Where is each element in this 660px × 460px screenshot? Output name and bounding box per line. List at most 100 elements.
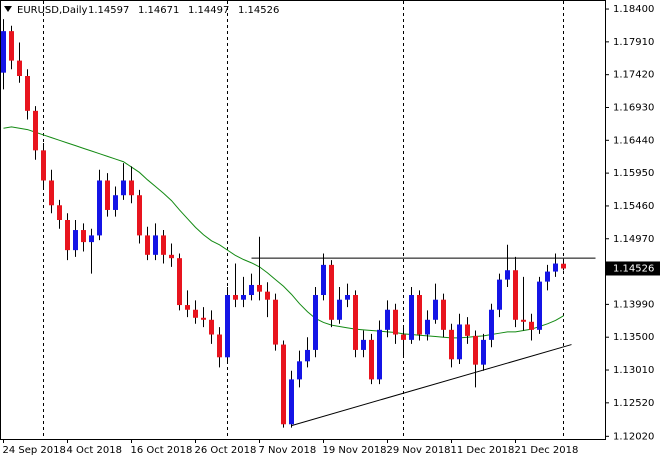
y-tick-label: 1.16440: [613, 135, 654, 146]
header-open: 1.14597: [88, 5, 129, 16]
header-low: 1.14497: [188, 5, 229, 16]
candle-body: [25, 76, 30, 111]
header-high: 1.14671: [138, 5, 179, 16]
candle-body: [337, 299, 342, 320]
candle-body: [409, 295, 414, 340]
candle-body: [169, 254, 174, 259]
candle-body: [41, 150, 46, 181]
symbol-title: EURUSD,Daily: [17, 5, 88, 16]
candle-body: [121, 180, 126, 196]
y-tick-label: 1.12020: [613, 431, 654, 442]
candle-body: [201, 317, 206, 320]
candle-body: [217, 334, 222, 358]
x-tick-label: 16 Oct 2018: [131, 445, 193, 456]
candle-body: [129, 180, 134, 196]
candle-body: [177, 258, 182, 306]
candle-body: [9, 31, 14, 61]
collapse-icon[interactable]: [4, 6, 12, 12]
candle-body: [449, 329, 454, 360]
candle-body: [265, 291, 270, 300]
x-tick-label: 11 Dec 2018: [451, 445, 515, 456]
candle-body: [473, 335, 478, 365]
candle-body: [57, 205, 62, 220]
candle-body: [249, 284, 254, 296]
candle-body: [281, 344, 286, 425]
y-tick-label: 1.15460: [613, 201, 654, 212]
x-tick-label: 7 Nov 2018: [259, 445, 317, 456]
candle-body: [1, 31, 6, 73]
candle-body: [553, 263, 558, 272]
y-tick-label: 1.12520: [613, 398, 654, 409]
candle-body: [417, 295, 422, 335]
candle-body: [329, 264, 334, 320]
candle-body: [313, 295, 318, 350]
plot-frame: [0, 0, 606, 440]
candle-body: [289, 379, 294, 425]
candle-body: [521, 319, 526, 322]
candle-body: [161, 235, 166, 255]
moving-average: [3, 126, 564, 339]
candle-body: [241, 295, 246, 300]
candle-body: [505, 270, 510, 280]
candle-body: [561, 263, 566, 269]
candle-body: [89, 235, 94, 243]
y-tick-label: 1.16930: [613, 102, 654, 113]
x-tick-label: 24 Sep 2018: [3, 445, 66, 456]
y-tick-label: 1.13010: [613, 365, 654, 376]
candle-body: [153, 235, 158, 255]
x-tick-label: 26 Oct 2018: [195, 445, 257, 456]
y-tick-label: 1.17910: [613, 37, 654, 48]
y-tick-label: 1.14970: [613, 234, 654, 245]
candle-body: [17, 60, 22, 77]
candle-body: [273, 299, 278, 345]
candle-body: [49, 180, 54, 206]
candle-body: [193, 309, 198, 318]
candle-body: [305, 349, 310, 362]
candle-body: [425, 319, 430, 335]
candle-body: [73, 230, 78, 251]
current-price-box: [606, 261, 660, 276]
trend-line: [291, 344, 572, 427]
candle-body: [497, 279, 502, 310]
candle-body: [353, 295, 358, 350]
y-tick-label: 1.13500: [613, 332, 654, 343]
y-tick-label: 1.13990: [613, 299, 654, 310]
candle-body: [537, 281, 542, 330]
candle-body: [33, 110, 38, 151]
period-separators: [43, 1, 564, 439]
candle-body: [513, 270, 518, 320]
candle-body: [97, 180, 102, 236]
candle-body: [345, 295, 350, 300]
candle-body: [545, 271, 550, 282]
candle-body: [105, 180, 110, 210]
candle-body: [529, 321, 534, 330]
candle-body: [257, 284, 262, 292]
candle-body: [489, 309, 494, 340]
candle-body: [361, 339, 366, 350]
x-tick-label: 4 Oct 2018: [67, 445, 122, 456]
candle-body: [393, 309, 398, 335]
candle-body: [321, 264, 326, 296]
y-tick-label: 1.17420: [613, 70, 654, 81]
candle-body: [113, 195, 118, 210]
candle-body: [65, 220, 70, 251]
candle-body: [225, 295, 230, 358]
candle-body: [433, 299, 438, 320]
candle-body: [401, 334, 406, 340]
candle-body: [369, 339, 374, 380]
candle-body: [377, 329, 382, 380]
candle-body: [441, 299, 446, 330]
candle-body: [233, 295, 238, 300]
candle-body: [385, 309, 390, 330]
y-tick-label: 1.15950: [613, 168, 654, 179]
header-close: 1.14526: [238, 5, 279, 16]
current-price-label: 1.14526: [613, 263, 654, 274]
candle-body: [297, 361, 302, 380]
candle-body: [465, 324, 470, 336]
candle-body: [145, 235, 150, 255]
candle-body: [137, 195, 142, 236]
candle-body: [481, 339, 486, 365]
